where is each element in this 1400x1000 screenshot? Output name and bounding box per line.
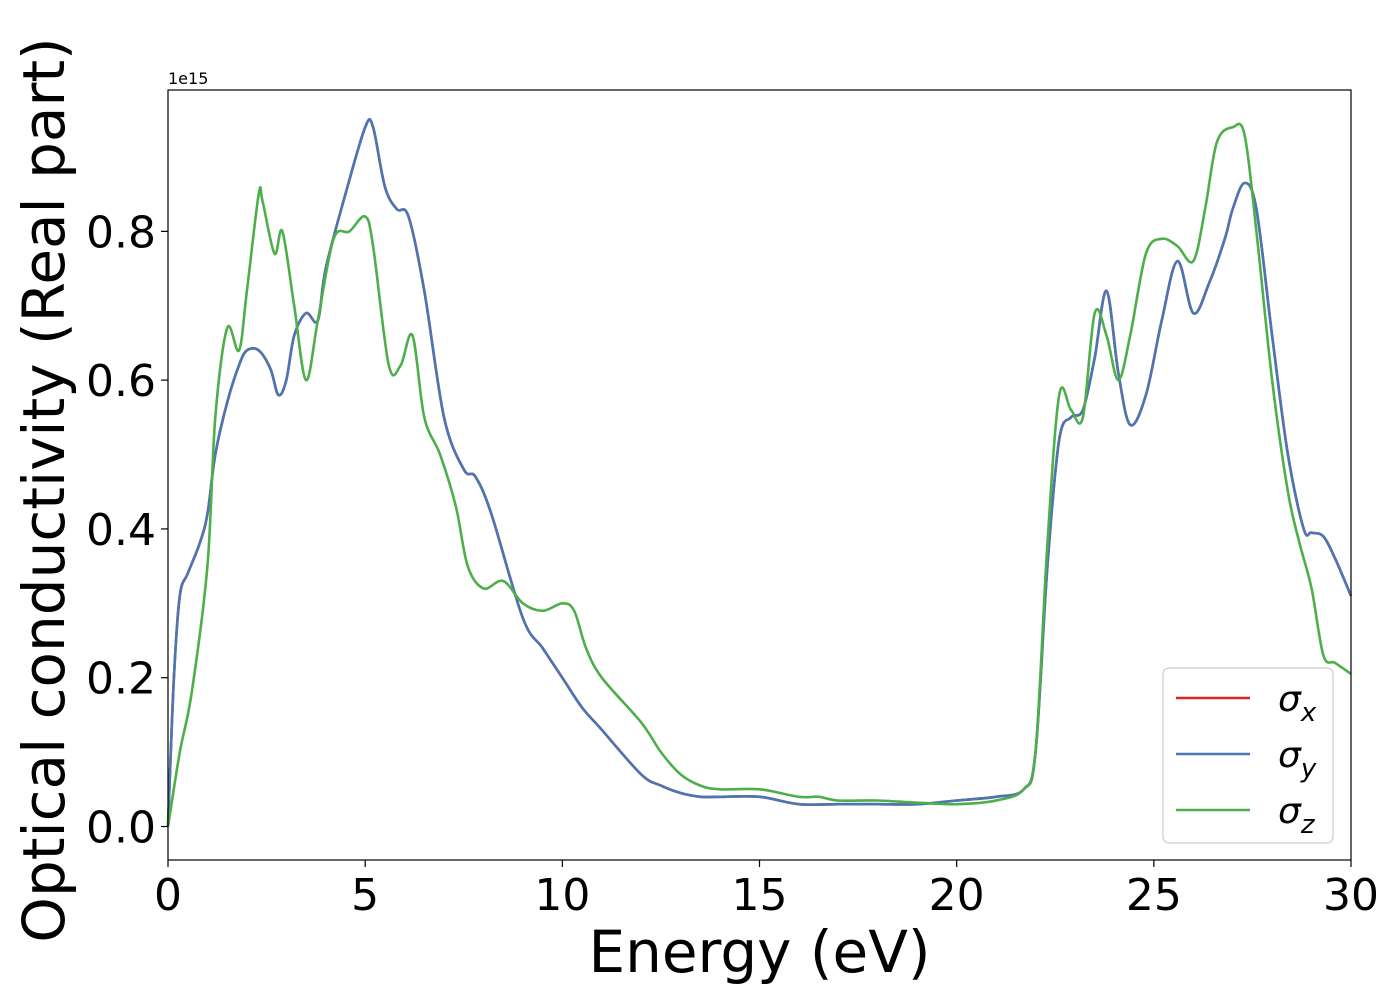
series-line-z — [166, 122, 1352, 827]
x-axis-label: Energy (eV) — [588, 918, 930, 986]
y-tick-label: 0.0 — [86, 803, 156, 854]
legend-entry-label: σy — [1278, 735, 1317, 784]
series-layer — [166, 117, 1353, 827]
x-tick-label: 30 — [1323, 870, 1379, 921]
y-tick-label: 0.8 — [86, 207, 156, 258]
y-tick-label: 0.4 — [86, 505, 156, 556]
y-axis-ticks: 0.0 0.2 0.4 0.6 0.8 — [86, 207, 168, 854]
y-tick-label: 0.2 — [86, 654, 156, 705]
series-line-y — [166, 117, 1353, 827]
legend: σx σy σz — [1162, 667, 1334, 844]
x-tick-label: 15 — [732, 870, 788, 921]
x-tick-label: 25 — [1126, 870, 1182, 921]
y-offset-text: 1e15 — [168, 69, 208, 88]
legend-entry-label: σz — [1278, 791, 1316, 840]
x-tick-label: 0 — [154, 870, 182, 921]
y-tick-label: 0.6 — [86, 356, 156, 407]
legend-entry-label: σx — [1278, 679, 1317, 728]
legend-box — [1162, 667, 1334, 844]
x-axis-ticks: 0 5 10 15 20 25 30 — [154, 860, 1379, 921]
y-axis-label: Optical conductivity (Real part) — [10, 37, 78, 942]
x-tick-label: 20 — [929, 870, 985, 921]
x-tick-label: 5 — [351, 870, 379, 921]
x-tick-label: 10 — [534, 870, 590, 921]
